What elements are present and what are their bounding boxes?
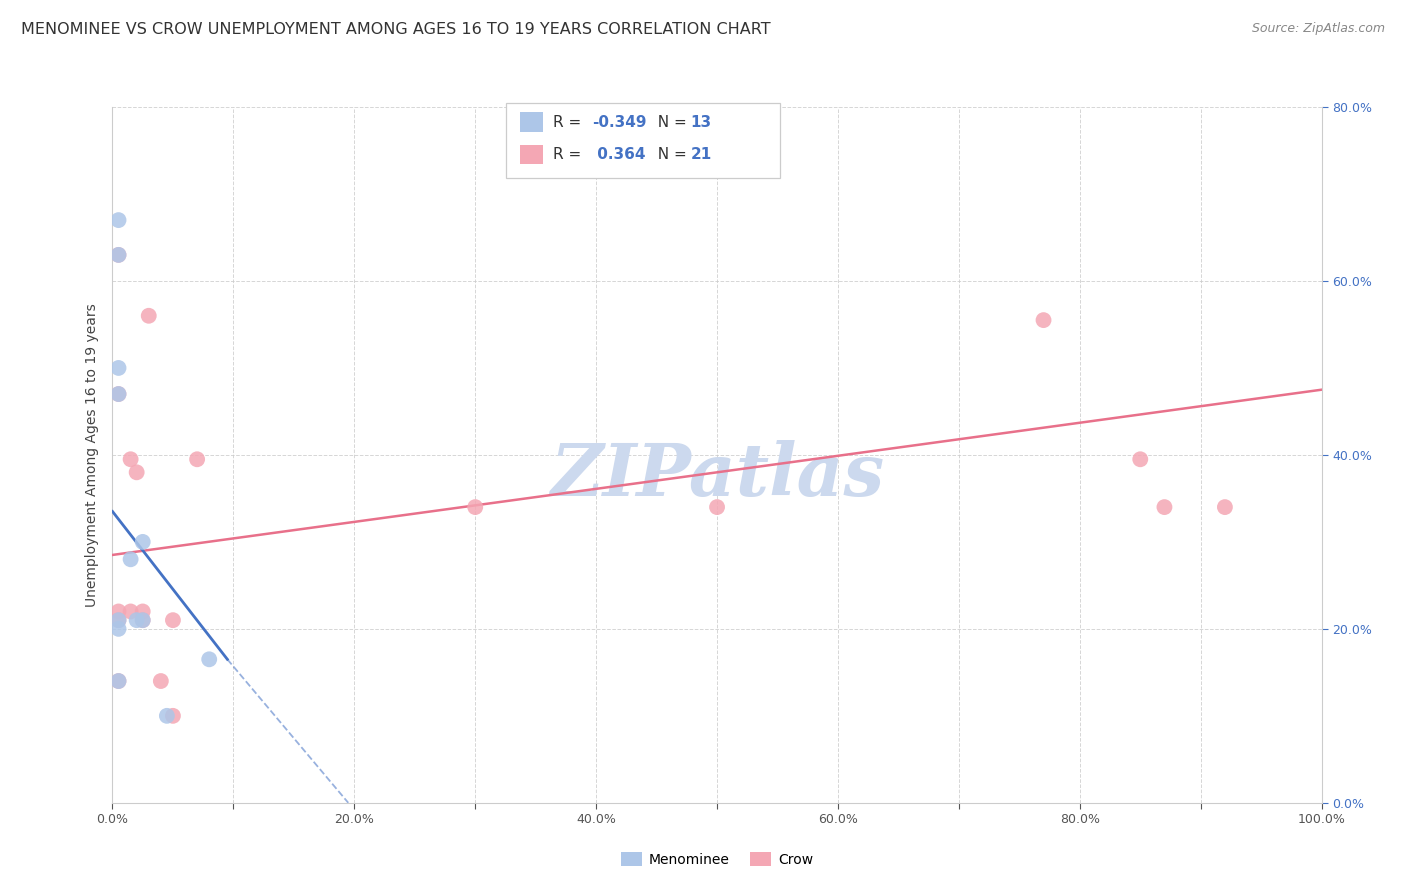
Point: [107, 387, 129, 401]
Point: [107, 213, 129, 227]
Text: R =: R =: [553, 115, 586, 129]
Point: [1129, 452, 1152, 467]
Point: [138, 309, 160, 323]
Point: [107, 387, 129, 401]
Point: [186, 452, 208, 467]
Text: Source: ZipAtlas.com: Source: ZipAtlas.com: [1251, 22, 1385, 36]
Point: [198, 652, 221, 666]
Point: [464, 500, 486, 514]
Legend: Menominee, Crow: Menominee, Crow: [616, 847, 818, 872]
Text: MENOMINEE VS CROW UNEMPLOYMENT AMONG AGES 16 TO 19 YEARS CORRELATION CHART: MENOMINEE VS CROW UNEMPLOYMENT AMONG AGE…: [21, 22, 770, 37]
Text: -0.349: -0.349: [592, 115, 647, 129]
Point: [132, 605, 155, 619]
Point: [107, 674, 129, 689]
Point: [1153, 500, 1175, 514]
Point: [162, 708, 184, 723]
Point: [120, 452, 142, 467]
Point: [149, 674, 172, 689]
Point: [156, 708, 179, 723]
Text: 13: 13: [690, 115, 711, 129]
Point: [120, 552, 142, 566]
Point: [107, 248, 129, 262]
Point: [120, 605, 142, 619]
Point: [107, 613, 129, 627]
Text: 21: 21: [690, 147, 711, 161]
Text: R =: R =: [553, 147, 586, 161]
Point: [107, 674, 129, 689]
Point: [1213, 500, 1236, 514]
Text: 0.364: 0.364: [592, 147, 645, 161]
Point: [125, 613, 148, 627]
Point: [107, 248, 129, 262]
Y-axis label: Unemployment Among Ages 16 to 19 years: Unemployment Among Ages 16 to 19 years: [86, 303, 100, 607]
Point: [132, 613, 155, 627]
Point: [107, 622, 129, 636]
Point: [132, 613, 155, 627]
Point: [107, 605, 129, 619]
Text: ZIPatlas: ZIPatlas: [550, 441, 884, 511]
Text: N =: N =: [648, 147, 692, 161]
Point: [107, 360, 129, 375]
Point: [706, 500, 728, 514]
Text: N =: N =: [648, 115, 692, 129]
Point: [162, 613, 184, 627]
Point: [132, 534, 155, 549]
Point: [125, 466, 148, 480]
Point: [107, 613, 129, 627]
Point: [1032, 313, 1054, 327]
